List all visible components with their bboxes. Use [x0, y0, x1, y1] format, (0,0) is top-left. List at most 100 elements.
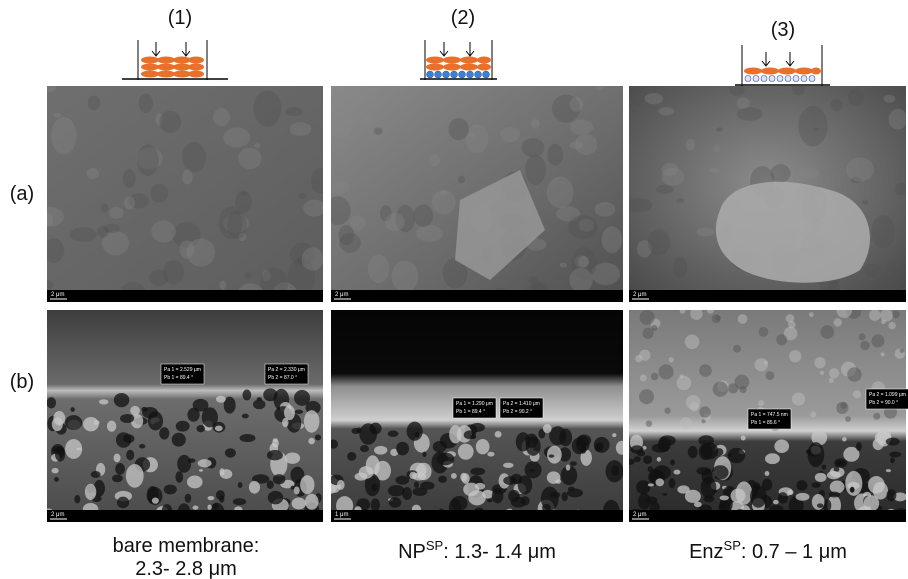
texture: [889, 451, 902, 458]
info-bar: [629, 510, 906, 522]
texture: [235, 190, 252, 214]
texture: [172, 222, 201, 248]
texture: [51, 116, 77, 155]
texture: [109, 206, 124, 219]
texture: [655, 478, 665, 487]
texture: [300, 475, 315, 495]
texture: [820, 325, 835, 339]
texture: [74, 494, 81, 504]
texture: [460, 472, 467, 482]
caption-line: EnzSP: 0.7 – 1 μm: [689, 538, 847, 563]
texture: [303, 199, 323, 217]
texture: [65, 415, 83, 431]
texture: [101, 230, 130, 256]
texture: [294, 389, 311, 406]
texture: [740, 435, 746, 441]
texture: [248, 480, 261, 494]
texture: [528, 276, 539, 284]
texture: [888, 321, 896, 330]
texture: [845, 416, 851, 422]
texture: [651, 324, 658, 332]
texture: [175, 420, 190, 432]
caption-rest: : 1.3- 1.4 μm: [443, 541, 556, 563]
texture: [630, 445, 644, 454]
texture: [840, 402, 848, 410]
texture: [633, 101, 642, 106]
texture: [765, 371, 775, 380]
texture: [673, 256, 688, 278]
texture: [162, 260, 184, 285]
texture: [629, 458, 635, 465]
texture: [47, 238, 65, 264]
texture: [828, 378, 834, 384]
texture: [555, 479, 562, 484]
texture: [244, 272, 252, 279]
texture: [147, 411, 164, 431]
texture: [331, 196, 351, 226]
texture: [783, 326, 798, 341]
texture: [412, 472, 427, 481]
texture: [847, 481, 860, 490]
texture: [416, 225, 444, 242]
texture: [390, 448, 399, 457]
texture: [304, 493, 319, 510]
texture: [596, 442, 604, 451]
texture: [373, 127, 383, 135]
texture: [187, 407, 200, 422]
texture: [764, 453, 780, 465]
caption-line: bare membrane:: [113, 535, 260, 557]
texture: [266, 449, 283, 461]
texture: [450, 473, 457, 479]
texture: [120, 413, 135, 424]
texture: [846, 157, 874, 182]
texture: [727, 447, 746, 464]
texture: [331, 181, 350, 194]
texture: [673, 469, 681, 475]
texture: [556, 206, 581, 222]
texture: [670, 459, 675, 466]
texture: [289, 122, 312, 136]
texture: [439, 190, 449, 196]
texture: [369, 422, 382, 435]
texture: [636, 480, 651, 495]
texture: [367, 254, 390, 283]
texture: [182, 142, 207, 173]
texture: [289, 242, 315, 266]
texture: [113, 453, 121, 463]
texture: [463, 430, 476, 440]
texture: [98, 399, 109, 405]
texture: [719, 495, 730, 501]
caption-line: NPSP: 1.3- 1.4 μm: [398, 538, 556, 563]
texture: [795, 492, 810, 501]
texture: [890, 457, 895, 464]
texture: [656, 456, 662, 462]
texture: [503, 462, 514, 468]
texture: [297, 192, 307, 200]
measure-text: Pb 1 = 85.6 °: [751, 420, 780, 426]
texture: [685, 395, 701, 410]
texture: [716, 127, 723, 132]
texture: [431, 190, 456, 215]
texture: [467, 132, 476, 137]
texture: [632, 264, 642, 271]
texture: [149, 269, 169, 286]
texture: [171, 432, 186, 447]
texture: [349, 215, 366, 231]
texture: [136, 147, 163, 170]
texture: [224, 448, 236, 458]
texture: [591, 262, 621, 286]
texture: [647, 466, 654, 473]
texture: [151, 497, 159, 504]
texture: [569, 96, 584, 112]
sem-feature: [455, 170, 545, 280]
texture: [214, 425, 223, 432]
texture: [465, 124, 489, 154]
texture: [163, 484, 177, 495]
texture: [333, 86, 360, 105]
texture: [821, 464, 827, 470]
texture: [111, 474, 123, 483]
texture: [122, 169, 136, 188]
texture: [729, 86, 745, 96]
texture: [215, 490, 225, 500]
texture: [676, 198, 685, 203]
